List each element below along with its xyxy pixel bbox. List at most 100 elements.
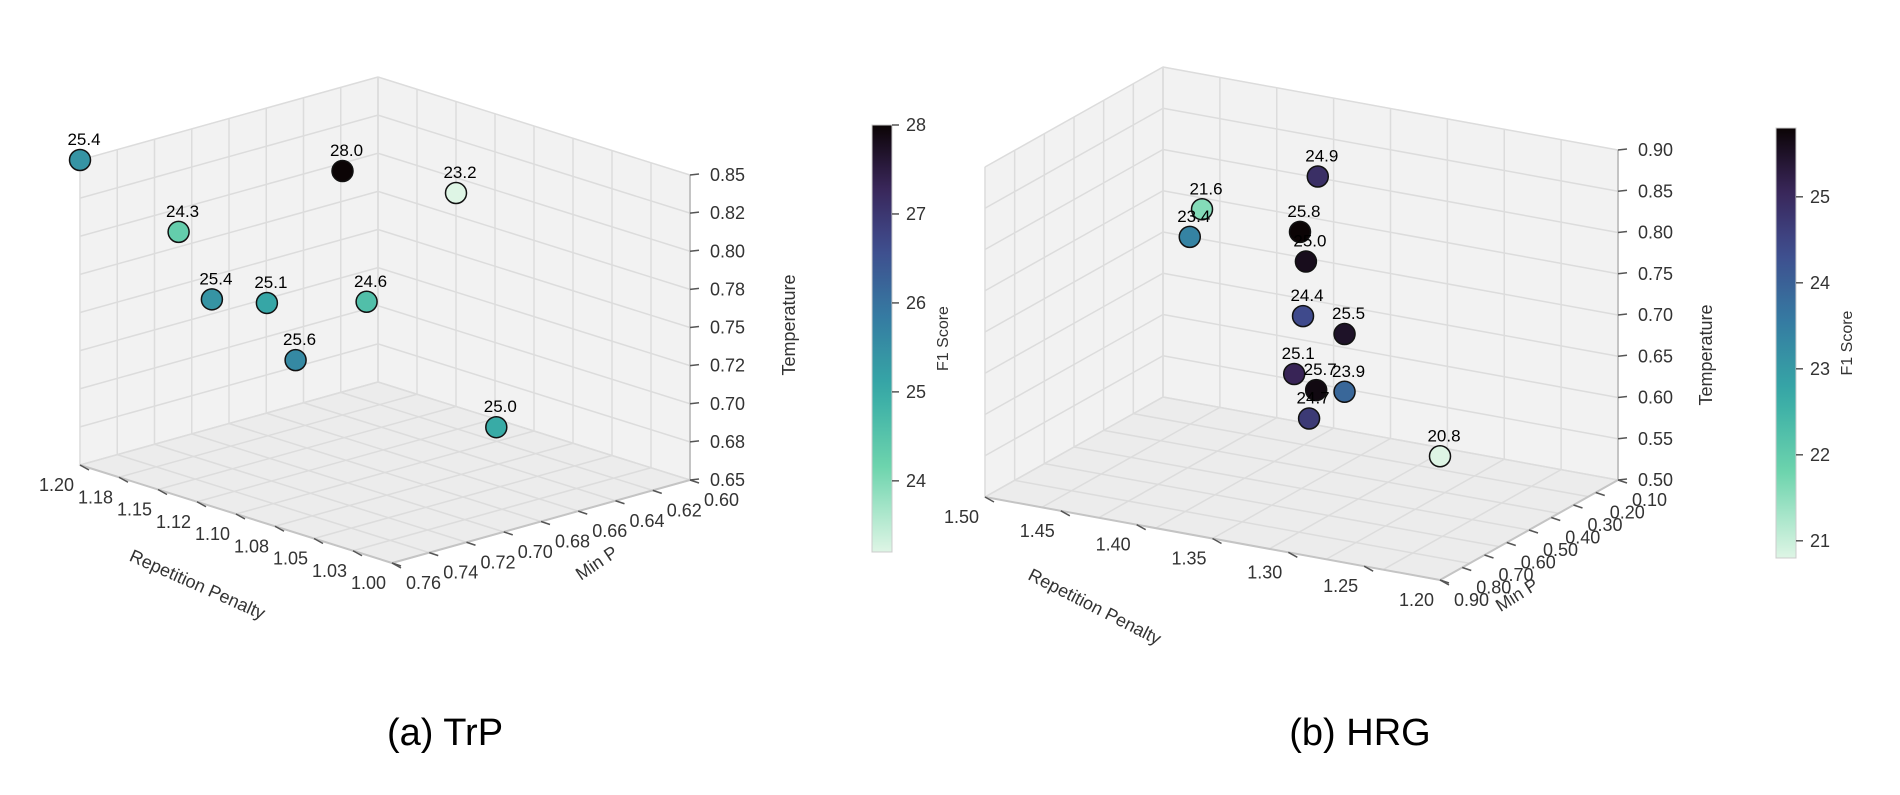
- data-label: 25.1: [254, 273, 287, 292]
- data-label: 24.7: [1297, 389, 1330, 408]
- y-tick-label: 0.80: [1476, 578, 1511, 598]
- data-label: 25.5: [1332, 304, 1365, 323]
- gridline: [377, 152, 691, 252]
- y-tick-mark: [503, 531, 513, 536]
- y-tick-label: 0.64: [630, 511, 665, 531]
- z-tick-label: 0.70: [1638, 305, 1673, 325]
- y-tick-mark: [652, 489, 662, 495]
- z-tick-mark: [1617, 478, 1628, 481]
- z-tick-mark: [1617, 230, 1628, 234]
- x-tick-label: 1.10: [195, 524, 230, 544]
- x-tick-label: 1.20: [39, 475, 74, 495]
- x-tick-mark: [1363, 565, 1374, 572]
- gridline: [1382, 468, 1562, 571]
- gridline: [984, 355, 1164, 457]
- colorbar: [1775, 127, 1797, 559]
- z-tick-label: 0.90: [1638, 140, 1673, 160]
- x-tick-label: 1.20: [1399, 590, 1434, 610]
- z-tick-mark: [689, 363, 700, 367]
- gridline: [1162, 272, 1619, 357]
- y-tick-label: 0.90: [1454, 590, 1489, 610]
- data-label: 21.6: [1189, 179, 1222, 198]
- z-tick-mark: [1617, 354, 1628, 357]
- gridline: [79, 381, 379, 466]
- x-tick-label: 1.05: [273, 549, 308, 569]
- data-label: 23.9: [1332, 362, 1365, 381]
- x-tick-label: 1.00: [351, 573, 386, 593]
- gridline: [157, 405, 457, 491]
- data-point: [167, 220, 190, 244]
- z-tick-mark: [1617, 313, 1628, 316]
- colorbar-tick-label: 24: [1810, 273, 1830, 293]
- x-tick-mark: [313, 537, 324, 545]
- z-tick-label: 0.68: [710, 432, 745, 452]
- colorbar-tick-label: 23: [1810, 359, 1830, 379]
- gridline: [1098, 417, 1278, 519]
- colorbar-label: F1 Score: [935, 306, 952, 371]
- z-tick-label: 0.80: [1638, 223, 1673, 243]
- x-tick-label: 1.15: [117, 500, 152, 520]
- x-tick-mark: [984, 496, 995, 503]
- y-tick-label: 0.70: [1499, 565, 1534, 585]
- data-label: 24.4: [1290, 286, 1323, 305]
- data-label: 24.6: [354, 272, 387, 291]
- z-tick-label: 0.55: [1638, 429, 1673, 449]
- x-tick-mark: [352, 550, 363, 557]
- x-tick-label: 1.25: [1323, 576, 1358, 596]
- y-tick-label: 0.68: [555, 532, 590, 552]
- gridline: [79, 76, 379, 161]
- z-tick-label: 0.85: [710, 165, 745, 185]
- x-tick-mark: [1212, 537, 1222, 545]
- z-tick-label: 0.70: [710, 394, 745, 414]
- x-tick-label: 1.08: [234, 536, 269, 556]
- y-tick-mark: [1484, 554, 1494, 559]
- y-tick-label: 0.72: [481, 552, 516, 572]
- data-label: 25.8: [1287, 202, 1320, 221]
- colorbar-tick-label: 27: [906, 204, 926, 224]
- data-point: [1304, 378, 1328, 402]
- data-point: [284, 348, 307, 372]
- x-tick-label: 1.03: [312, 561, 347, 581]
- data-label: 24.3: [166, 202, 199, 221]
- gridline: [984, 148, 1164, 251]
- z-tick-mark: [689, 173, 700, 176]
- caption-trp: (a) TrP: [387, 712, 503, 754]
- gridline: [377, 305, 691, 405]
- colorbar: [871, 124, 893, 553]
- gridline: [1155, 427, 1334, 529]
- gridline: [79, 190, 379, 276]
- z-tick-mark: [689, 440, 700, 443]
- z-tick-mark: [1617, 148, 1628, 151]
- data-label: 23.2: [443, 163, 476, 182]
- colorbar-tick-label: 25: [1810, 187, 1830, 207]
- x-tick-label: 1.40: [1096, 535, 1131, 555]
- gridline: [1041, 406, 1221, 509]
- data-point: [1190, 198, 1214, 221]
- z-tick-mark: [689, 402, 700, 405]
- colorbar-tick-label: 24: [906, 471, 926, 491]
- x-tick-mark: [118, 476, 129, 483]
- gridline: [1162, 148, 1619, 234]
- gridline: [984, 66, 1164, 168]
- data-point: [1178, 225, 1202, 249]
- panel-hrg: 1.501.451.401.351.301.251.20 0.900.800.70…: [944, 66, 1856, 649]
- z-tick-label: 0.72: [710, 356, 745, 376]
- z-tick-label: 0.82: [710, 203, 745, 223]
- data-point: [355, 290, 378, 314]
- data-label: 25.1: [1282, 344, 1315, 363]
- colorbar-label: F1 Score: [1839, 310, 1856, 375]
- caption-hrg: (b) HRG: [1289, 712, 1430, 754]
- gridline: [984, 107, 1164, 209]
- z-tick-label: 0.78: [710, 279, 745, 299]
- x-tick-label: 1.30: [1247, 562, 1282, 582]
- y-tick-mark: [466, 541, 476, 546]
- data-label: 25.6: [283, 330, 316, 349]
- gridline: [377, 266, 691, 367]
- data-point: [331, 159, 354, 183]
- colorbar-tick-label: 21: [1810, 531, 1830, 551]
- x-tick-mark: [157, 488, 168, 496]
- colorbar-tick-label: 26: [906, 293, 926, 313]
- data-point: [1306, 165, 1330, 188]
- data-label: 20.8: [1427, 426, 1460, 445]
- colorbar-tick-label: 22: [1810, 445, 1830, 465]
